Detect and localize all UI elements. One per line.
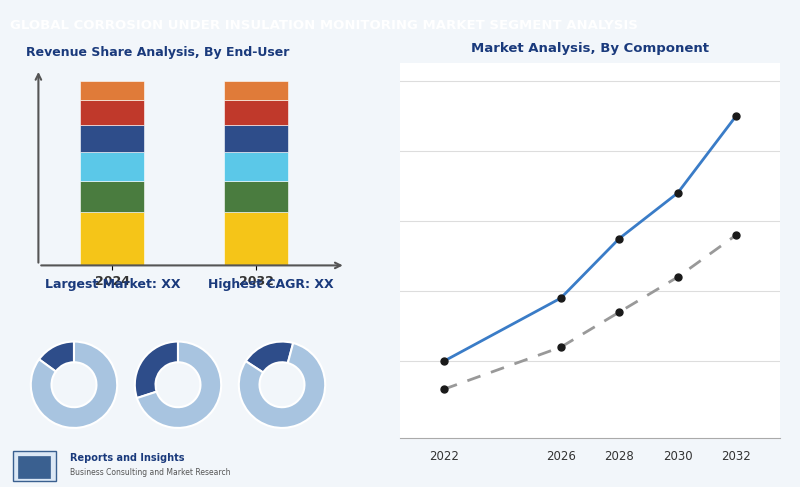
Bar [224, 81, 288, 100]
Text: Revenue Share Analysis, By End-User: Revenue Share Analysis, By End-User [26, 46, 289, 59]
Bar [224, 181, 288, 211]
Text: GLOBAL CORROSION UNDER INSULATION MONITORING MARKET SEGMENT ANALYSIS: GLOBAL CORROSION UNDER INSULATION MONITO… [10, 19, 638, 32]
Bar [224, 152, 288, 181]
Bar [224, 211, 288, 265]
Bar [224, 125, 288, 152]
Title: Market Analysis, By Component: Market Analysis, By Component [471, 42, 709, 55]
FancyBboxPatch shape [18, 456, 50, 478]
Bar [80, 211, 144, 265]
Wedge shape [239, 343, 325, 428]
Bar [80, 152, 144, 181]
Wedge shape [246, 341, 293, 373]
Bar [80, 181, 144, 211]
Text: Business Consulting and Market Research: Business Consulting and Market Research [70, 468, 230, 477]
Bar [80, 100, 144, 125]
Wedge shape [39, 341, 74, 372]
Wedge shape [135, 341, 178, 398]
FancyBboxPatch shape [13, 451, 56, 481]
Wedge shape [31, 341, 117, 428]
Bar [80, 125, 144, 152]
Text: Largest Market: XX: Largest Market: XX [45, 278, 180, 291]
Bar [224, 100, 288, 125]
Text: Highest CAGR: XX: Highest CAGR: XX [208, 278, 334, 291]
Wedge shape [137, 341, 221, 428]
Text: Reports and Insights: Reports and Insights [70, 453, 184, 463]
Bar [80, 81, 144, 100]
